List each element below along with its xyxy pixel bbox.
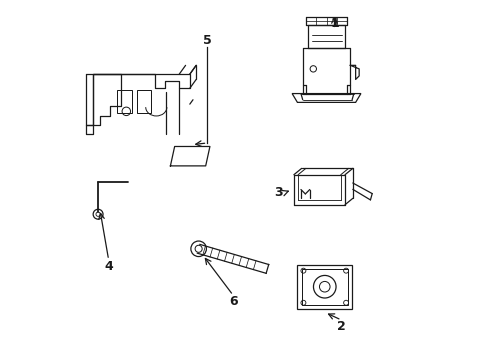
Bar	[301, 269, 347, 305]
Bar	[117, 90, 131, 113]
Text: 2: 2	[336, 320, 345, 333]
Text: 3: 3	[273, 186, 282, 199]
Text: 4: 4	[104, 260, 113, 273]
Text: 1: 1	[329, 17, 338, 30]
Bar	[297, 265, 351, 309]
Bar	[137, 90, 151, 113]
Polygon shape	[170, 147, 209, 166]
Text: 5: 5	[203, 34, 211, 47]
Text: 6: 6	[228, 295, 237, 308]
